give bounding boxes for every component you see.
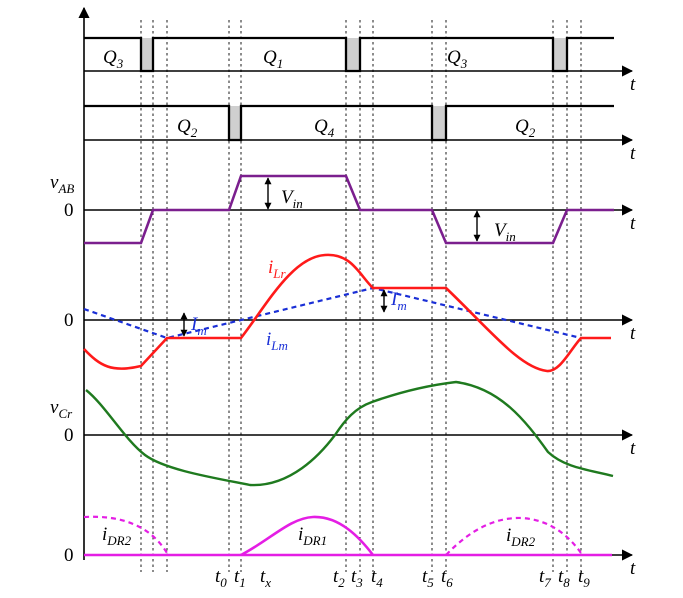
idr-panel: 0 t iDR2 iDR1 iDR2: [64, 515, 636, 579]
t-axis-label-3: t: [630, 213, 636, 234]
im-label-right: Im: [390, 289, 407, 313]
time-label-t5: t5: [422, 566, 434, 590]
time-label-t6: t6: [441, 566, 453, 590]
ilr-label: iLr: [268, 257, 287, 281]
time-label-t0: t0: [215, 566, 227, 590]
vcr-zero-label: 0: [64, 425, 74, 446]
gate-label-q2-left: Q2: [177, 116, 198, 140]
current-panel: 0 t iLr iLm Im Im: [64, 253, 636, 373]
t-axis-label-5: t: [630, 438, 636, 459]
im-label-left: Im: [190, 314, 207, 338]
idr1-waveform: [240, 515, 375, 557]
idr2-label-right: iDR2: [506, 525, 536, 549]
current-zero-label: 0: [64, 310, 74, 331]
time-label-t2: t2: [333, 566, 345, 590]
idr2-dashed-right: [445, 516, 582, 556]
vin-label-top: Vin: [281, 187, 303, 211]
time-label-t8: t8: [558, 566, 570, 590]
vab-label: vAB: [50, 172, 74, 196]
vcr-label: vCr: [50, 397, 73, 421]
time-guide-lines: [140, 20, 582, 572]
time-label-t4: t4: [371, 566, 383, 590]
time-marker-labels: t0 t1 tx t2 t3 t4 t5 t6 t7 t8 t9: [215, 566, 590, 590]
idr2-dashed-left: [83, 515, 168, 554]
t-axis-label-1: t: [630, 74, 636, 95]
idr1-label: iDR1: [298, 524, 327, 548]
time-label-t3: t3: [351, 566, 363, 590]
gate-panel-bottom: t Q2 Q4 Q2: [84, 104, 636, 164]
vab-zero-label: 0: [64, 200, 74, 221]
time-label-t9: t9: [578, 566, 590, 590]
time-label-t1: t1: [234, 566, 246, 590]
vab-panel: 0 vAB t Vin Vin: [50, 172, 636, 245]
ilm-label: iLm: [266, 329, 288, 353]
ilm-waveform: [83, 286, 582, 340]
gate-label-q3-right: Q3: [447, 47, 468, 71]
t-axis-label-4: t: [630, 323, 636, 344]
t-axis-label-2: t: [630, 143, 636, 164]
vab-waveform: [84, 174, 614, 245]
gate-label-q3-left: Q3: [103, 47, 124, 71]
gate-label-q4: Q4: [314, 116, 335, 140]
vcr-panel: 0 vCr t: [50, 380, 636, 487]
time-label-t7: t7: [539, 566, 551, 590]
gate-label-q2-right: Q2: [515, 116, 536, 140]
time-label-tx: tx: [260, 566, 271, 590]
gate-panel-top: t Q3 Q1 Q3: [84, 36, 636, 95]
t-axis-label-6: t: [630, 558, 636, 579]
gate-label-q1: Q1: [263, 47, 283, 71]
idr-zero-label: 0: [64, 545, 74, 566]
vin-label-bottom: Vin: [494, 220, 516, 244]
vcr-waveform: [85, 380, 614, 487]
ilr-waveform: [83, 253, 611, 373]
idr2-label-left: iDR2: [102, 524, 132, 548]
